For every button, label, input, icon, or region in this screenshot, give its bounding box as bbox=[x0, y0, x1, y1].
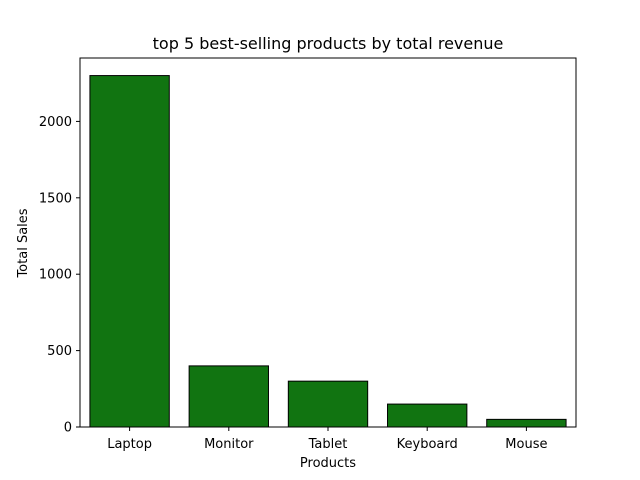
y-tick-label: 2000 bbox=[39, 115, 72, 130]
y-tick-label: 0 bbox=[64, 421, 72, 436]
y-axis-label: Total Sales bbox=[16, 208, 31, 278]
bar-laptop bbox=[89, 75, 170, 428]
chart-title: top 5 best-selling products by total rev… bbox=[153, 34, 504, 53]
bar-monitor bbox=[188, 365, 269, 428]
bar-tablet bbox=[287, 380, 369, 428]
y-tick-label: 1000 bbox=[39, 268, 72, 283]
y-tick-label: 1500 bbox=[39, 191, 72, 206]
y-tick-label: 500 bbox=[47, 344, 72, 359]
plot-area-frame bbox=[79, 57, 577, 428]
x-tick-label: Mouse bbox=[505, 437, 547, 452]
bars-group bbox=[89, 75, 567, 428]
x-tick-label: Keyboard bbox=[397, 437, 458, 452]
y-axis-ticks: 0 500 1000 1500 2000 bbox=[39, 115, 80, 436]
bar-mouse bbox=[486, 418, 567, 428]
x-tick-label: Monitor bbox=[204, 437, 254, 452]
x-tick-label: Tablet bbox=[308, 437, 348, 452]
x-tick-label: Laptop bbox=[107, 437, 152, 452]
x-axis-label: Products bbox=[300, 456, 356, 471]
bar-keyboard bbox=[387, 403, 468, 428]
x-axis-ticks: Laptop Monitor Tablet Keyboard Mouse bbox=[107, 427, 547, 452]
